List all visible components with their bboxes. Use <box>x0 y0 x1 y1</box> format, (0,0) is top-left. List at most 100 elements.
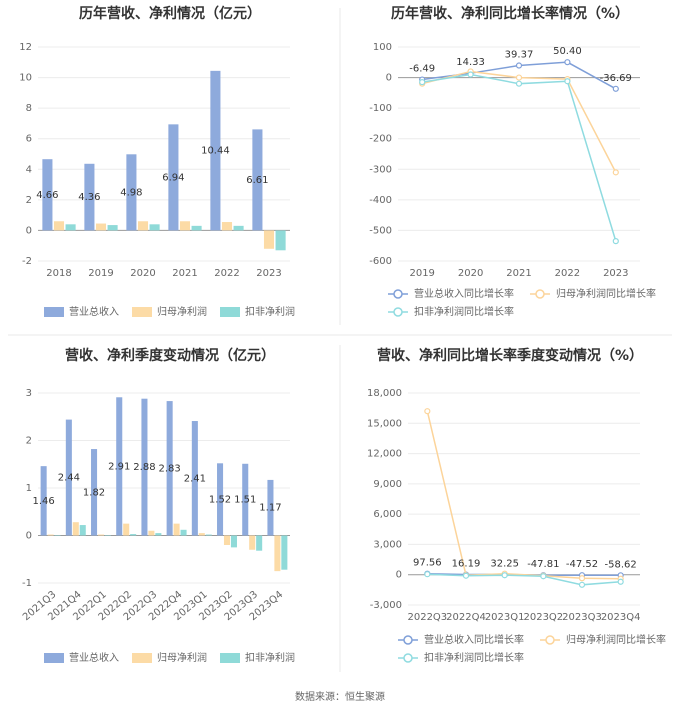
data-label: 1.52 <box>209 494 231 505</box>
point <box>462 572 470 579</box>
data-label: -47.81 <box>527 559 559 570</box>
y-tick-label: -100 <box>369 103 392 114</box>
bar <box>141 398 148 536</box>
data-label: -47.52 <box>566 559 598 570</box>
x-tick-label: 2023Q3 <box>562 612 602 623</box>
bar <box>217 463 224 536</box>
x-tick-label: 2018 <box>46 268 71 279</box>
point <box>612 169 619 176</box>
data-label: 1.46 <box>33 496 55 507</box>
point <box>612 85 619 92</box>
y-tick-label: 4 <box>26 164 32 175</box>
y-tick-label: 0 <box>26 531 32 542</box>
bar <box>263 230 275 249</box>
data-label: 97.56 <box>413 558 442 569</box>
source-note: 数据来源：恒生聚源 <box>295 690 385 703</box>
data-label: 1.51 <box>234 495 256 506</box>
y-tick-label: 6 <box>26 134 32 145</box>
x-tick-label: 2021 <box>506 268 531 279</box>
y-tick-label: 18,000 <box>367 388 402 399</box>
point <box>540 573 547 580</box>
chart-title: 营收、净利季度变动情况（亿元） <box>65 347 275 364</box>
y-tick-label: -200 <box>369 134 392 145</box>
legend-label: 营业总收入同比增长率 <box>414 287 514 300</box>
y-tick-label: 9,000 <box>373 479 402 490</box>
y-tick-label: -400 <box>369 195 392 206</box>
x-tick-label: 2023Q2 <box>523 612 563 623</box>
bar <box>53 221 65 231</box>
bar <box>79 525 86 536</box>
point <box>578 581 586 588</box>
x-tick-label: 2021 <box>172 268 197 279</box>
point <box>617 578 624 585</box>
legend-label: 扣非净利润 <box>245 305 295 318</box>
y-tick-label: 12,000 <box>367 449 402 460</box>
legend-label: 归母净利润同比增长率 <box>556 287 656 300</box>
y-tick-label: 2 <box>26 195 32 206</box>
y-tick-label: -600 <box>369 256 392 267</box>
data-label: 16.19 <box>452 559 481 570</box>
legend-label: 营业总收入同比增长率 <box>424 633 524 646</box>
bar <box>65 419 72 536</box>
bar <box>168 124 179 231</box>
data-label: 1.17 <box>259 503 281 514</box>
point <box>467 71 474 78</box>
series-line <box>427 573 621 586</box>
point <box>515 80 523 87</box>
data-label: 2.41 <box>184 473 206 484</box>
legend-label: 营业总收入 <box>69 651 119 664</box>
point <box>564 59 571 66</box>
legend-swatch <box>220 653 240 663</box>
legend-swatch <box>44 653 64 663</box>
bar <box>267 479 274 536</box>
bar <box>166 401 173 536</box>
bar <box>130 534 137 536</box>
x-tick-label: 2023Q1 <box>485 612 525 623</box>
x-tick-label: 2022Q3 <box>407 612 447 623</box>
data-label: -36.69 <box>600 73 632 84</box>
data-label: 10.44 <box>201 146 230 157</box>
bar <box>221 222 233 231</box>
bar <box>84 163 95 231</box>
bar <box>223 535 231 545</box>
legend-swatch <box>545 635 555 645</box>
bar <box>252 129 263 231</box>
y-tick-label: 3,000 <box>373 539 402 550</box>
bar <box>116 397 123 536</box>
point <box>424 408 431 415</box>
x-tick-label: 2023 <box>256 268 281 279</box>
y-tick-label: -2 <box>22 256 32 267</box>
data-label: -58.62 <box>605 559 637 570</box>
data-label: 1.82 <box>83 487 105 498</box>
bar <box>137 221 149 231</box>
chart-title: 历年营收、净利情况（亿元） <box>79 5 261 22</box>
bar <box>205 534 212 536</box>
data-label: 4.98 <box>120 187 142 198</box>
bar <box>210 70 221 231</box>
y-tick-label: 1 <box>26 483 32 494</box>
legend-label: 扣非净利润 <box>245 651 295 664</box>
bar <box>230 535 237 548</box>
y-tick-label: -300 <box>369 164 392 175</box>
x-tick-label: 2019 <box>88 268 113 279</box>
data-label: 50.40 <box>553 46 582 57</box>
bar <box>107 225 118 231</box>
x-tick-label: 2020 <box>130 268 155 279</box>
data-label: 2.83 <box>159 463 181 474</box>
y-tick-label: -500 <box>369 225 392 236</box>
data-label: 2.88 <box>133 462 155 473</box>
y-tick-label: -1 <box>22 578 32 589</box>
point <box>578 575 586 582</box>
legend-label: 归母净利润同比增长率 <box>566 633 666 646</box>
y-tick-label: 2 <box>26 436 32 447</box>
bar <box>65 224 76 231</box>
x-tick-label: 2022 <box>214 268 239 279</box>
data-label: 14.33 <box>456 57 485 68</box>
bar <box>242 463 249 536</box>
point <box>515 62 523 69</box>
y-tick-label: 15,000 <box>367 418 402 429</box>
legend-swatch <box>44 307 64 317</box>
bar <box>173 523 180 536</box>
data-label: 2.44 <box>58 473 80 484</box>
